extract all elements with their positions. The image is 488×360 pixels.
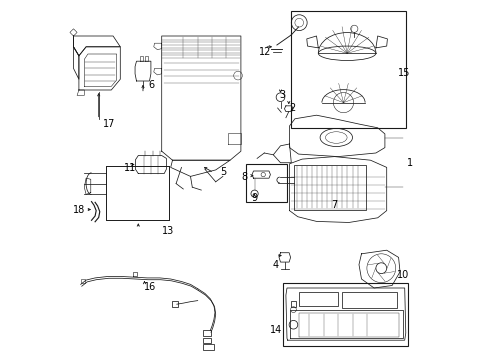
Text: 6: 6 — [148, 80, 154, 90]
Bar — [290, 301, 296, 307]
Bar — [203, 338, 211, 343]
Text: 9: 9 — [251, 193, 257, 203]
Text: 5: 5 — [220, 167, 226, 177]
Bar — [171, 301, 177, 307]
Text: 4: 4 — [272, 260, 279, 270]
Bar — [106, 166, 168, 220]
Bar — [341, 292, 397, 308]
Text: 12: 12 — [259, 47, 271, 57]
Bar — [203, 330, 211, 336]
Bar — [106, 166, 168, 220]
Bar — [246, 164, 286, 202]
Text: 16: 16 — [144, 282, 156, 292]
Bar — [283, 283, 407, 346]
Text: 7: 7 — [331, 200, 337, 210]
Text: 13: 13 — [162, 226, 174, 236]
Text: 2: 2 — [289, 103, 295, 113]
Bar — [81, 279, 85, 283]
Bar — [294, 165, 366, 210]
Bar — [106, 166, 168, 220]
Text: 15: 15 — [397, 68, 409, 78]
Text: 10: 10 — [396, 270, 408, 280]
Text: 14: 14 — [269, 325, 282, 336]
Bar — [291, 11, 406, 128]
Text: 3: 3 — [279, 90, 285, 100]
Bar — [203, 344, 213, 350]
Text: 17: 17 — [103, 119, 116, 129]
Text: 1: 1 — [406, 158, 412, 168]
Text: 18: 18 — [73, 205, 85, 215]
Bar — [298, 292, 337, 306]
Text: 8: 8 — [241, 172, 247, 183]
Text: 11: 11 — [124, 163, 136, 173]
